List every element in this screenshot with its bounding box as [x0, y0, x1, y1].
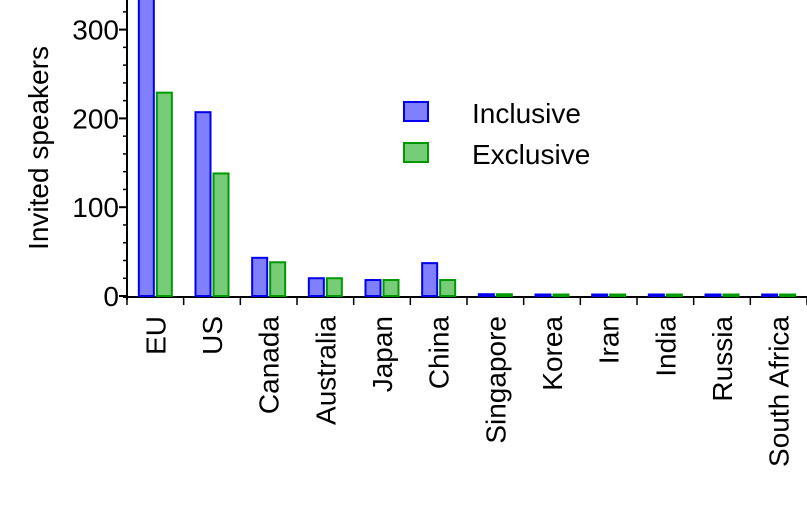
y-axis-label: Invited speakers	[23, 46, 54, 250]
bar-exclusive-singapore	[495, 293, 513, 297]
bar-inclusive-russia	[704, 293, 722, 297]
legend-label: Inclusive	[472, 98, 581, 129]
x-tick-label: Canada	[254, 316, 285, 415]
bar-exclusive-canada	[269, 261, 287, 298]
bar-inclusive-us	[194, 111, 212, 297]
y-axis: 0 100 200 300	[72, 0, 128, 312]
bar-exclusive-eu	[155, 91, 173, 298]
legend-swatch	[403, 142, 429, 163]
y-tick-label: 0	[103, 281, 119, 312]
bar-exclusive-russia	[722, 293, 740, 297]
bar-inclusive-australia	[307, 277, 325, 297]
y-tick-label: 100	[72, 192, 119, 223]
x-axis: EU US Canada Australia Japan China Singapore Ko…	[123, 296, 807, 467]
bar-exclusive-us	[212, 172, 230, 297]
bar-inclusive-singapore	[477, 293, 495, 297]
x-tick-label: India	[650, 316, 681, 377]
bars	[137, 0, 797, 298]
bar-inclusive-canada	[251, 256, 269, 298]
x-tick-label: US	[197, 316, 228, 355]
bar-inclusive-eu	[137, 0, 155, 298]
bar-inclusive-south-africa	[761, 293, 779, 297]
bar-exclusive-india	[665, 293, 683, 297]
bar-inclusive-korea	[534, 293, 552, 297]
bar-inclusive-india	[647, 293, 665, 297]
x-tick-label: Russia	[707, 316, 738, 402]
x-tick-label: Korea	[537, 316, 568, 391]
bar-inclusive-japan	[364, 279, 382, 297]
bar-exclusive-iran	[609, 293, 627, 297]
x-tick-label: Singapore	[480, 316, 511, 444]
legend-swatch	[403, 101, 429, 122]
y-tick-label: 200	[72, 103, 119, 134]
legend: Inclusive Exclusive	[403, 98, 590, 170]
x-tick-label: EU	[140, 316, 171, 355]
bar-inclusive-china	[421, 262, 439, 298]
bar-exclusive-australia	[325, 277, 343, 297]
bar-exclusive-korea	[552, 293, 570, 297]
x-tick-label: Iran	[594, 316, 625, 364]
bar-exclusive-china	[439, 279, 457, 297]
bar-inclusive-iran	[591, 293, 609, 297]
bar-exclusive-south-africa	[779, 293, 797, 297]
x-tick-label: China	[424, 316, 455, 390]
bar-exclusive-japan	[382, 279, 400, 297]
legend-label: Exclusive	[472, 139, 590, 170]
x-tick-label: South Africa	[764, 316, 795, 467]
y-tick-label: 300	[72, 15, 119, 46]
x-tick-label: Japan	[367, 316, 398, 392]
x-tick-label: Australia	[310, 316, 341, 425]
